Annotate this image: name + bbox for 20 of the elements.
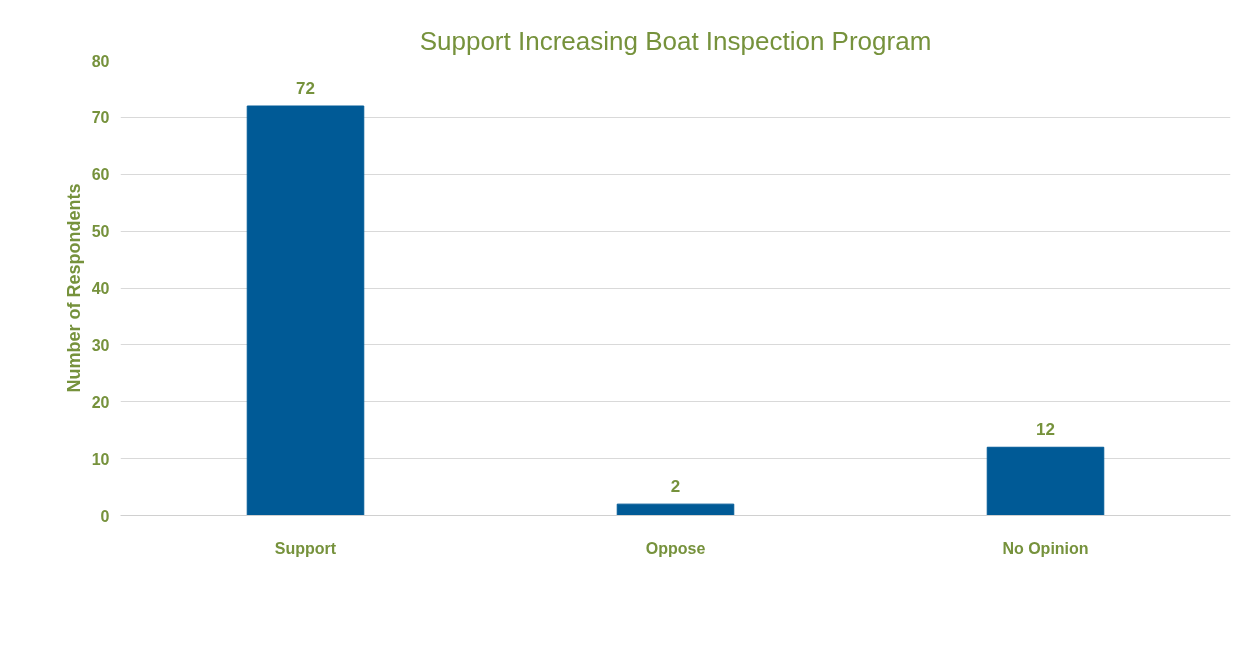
y-tick-label: 70: [91, 109, 110, 127]
bar: [616, 503, 735, 516]
bar: [986, 446, 1105, 516]
y-tick-label: 30: [91, 336, 110, 354]
y-tick-label: 50: [91, 223, 110, 241]
chart-title: Support Increasing Boat Inspection Program: [419, 25, 932, 56]
y-tick-label: 60: [91, 166, 110, 184]
data-label: 2: [670, 477, 681, 497]
x-tick-label: No Opinion: [1002, 539, 1089, 557]
y-tick-label: 40: [91, 280, 110, 297]
y-axis-title: Number of Respondents: [63, 183, 84, 393]
bar: [246, 105, 365, 516]
y-tick-label: 10: [91, 450, 110, 468]
data-label: 12: [1036, 420, 1055, 440]
y-tick-label: 80: [91, 52, 110, 70]
y-tick-label: 20: [91, 393, 110, 411]
y-tick-label: 0: [100, 507, 110, 525]
x-tick-label: Support: [274, 539, 337, 557]
data-label: 72: [296, 79, 315, 98]
x-tick-label: Oppose: [645, 539, 706, 557]
